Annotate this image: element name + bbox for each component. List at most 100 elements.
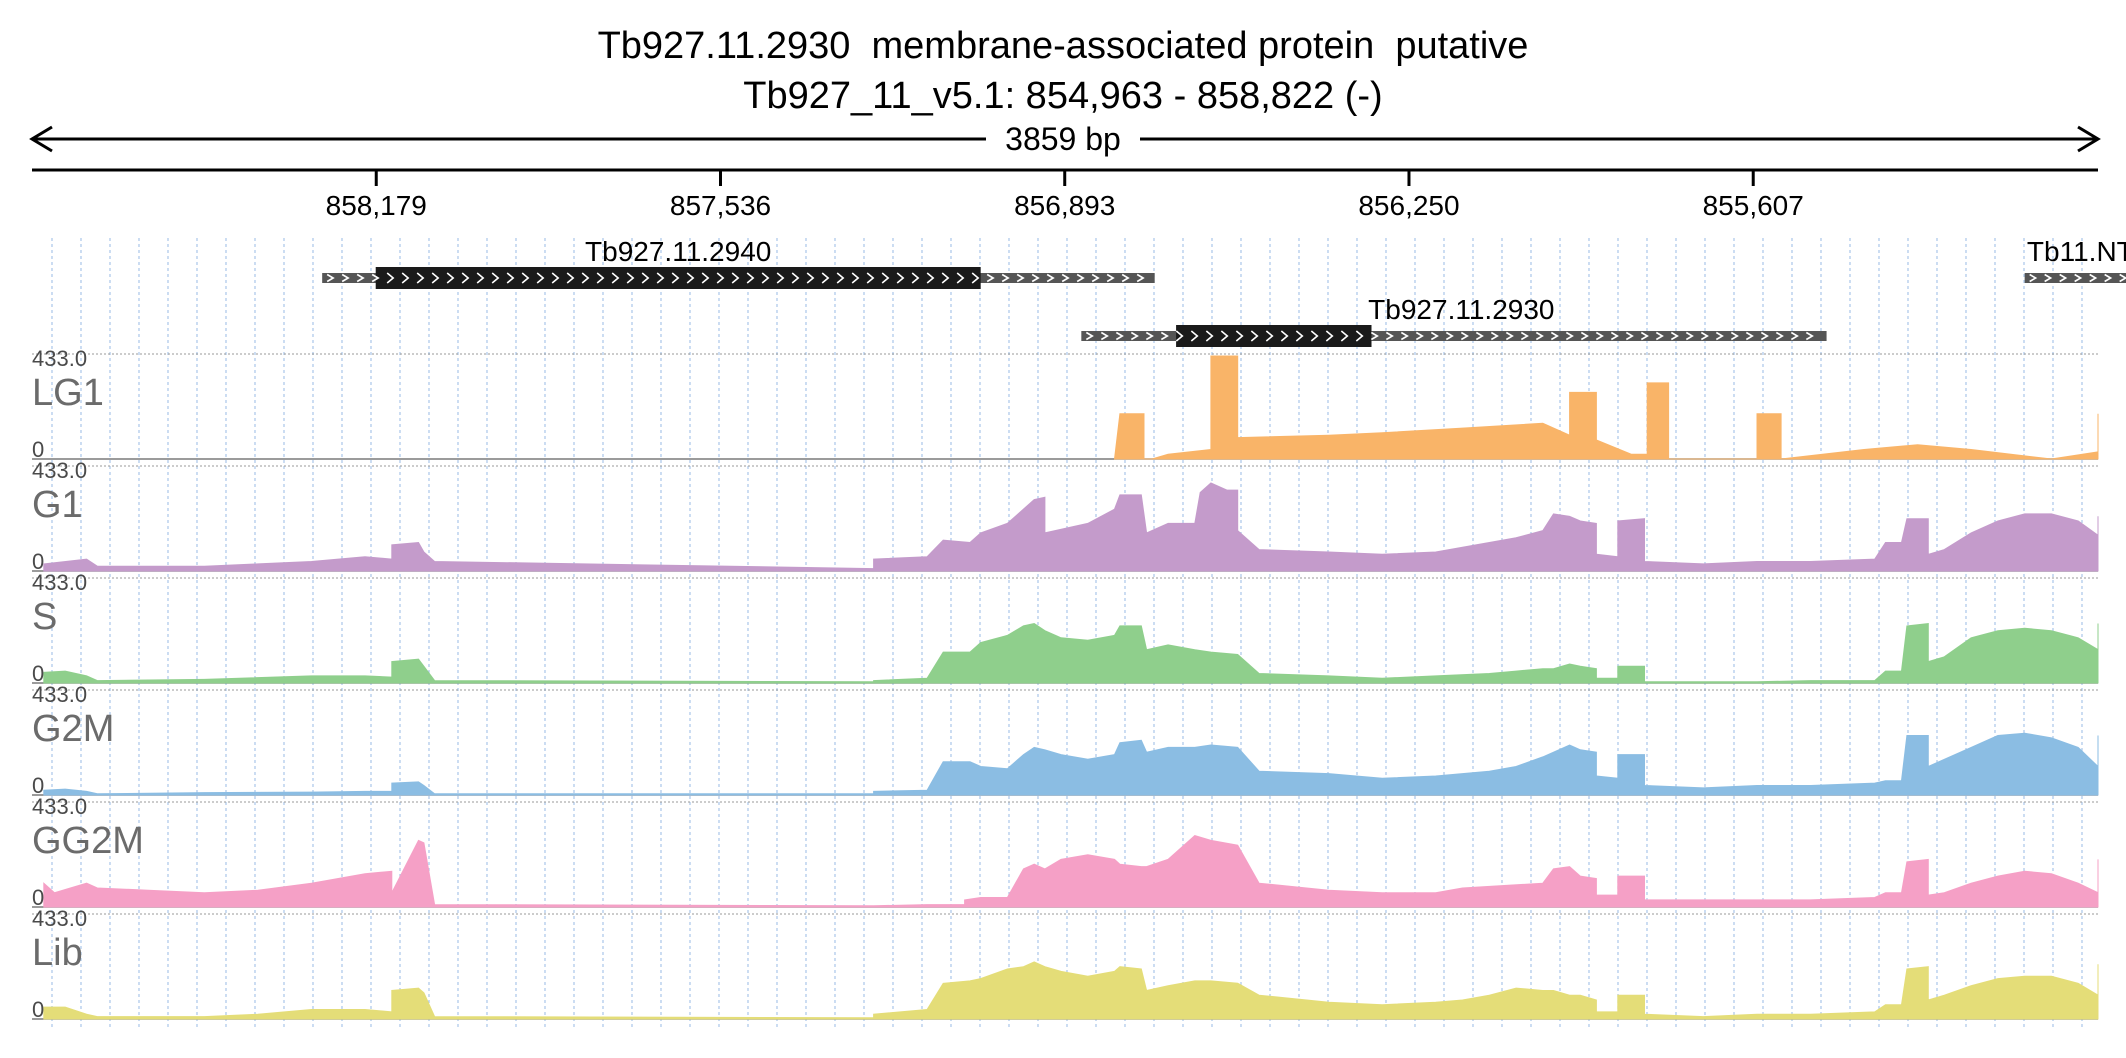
strand-chevron xyxy=(596,272,605,284)
track-lg1: 433.0 0 LG1 xyxy=(32,346,2099,462)
strand-chevron xyxy=(1115,331,1124,341)
strand-chevron xyxy=(446,272,455,284)
strand-chevron xyxy=(1031,273,1040,283)
strand-chevron xyxy=(1205,330,1214,342)
strand-chevron xyxy=(566,272,575,284)
strand-chevron xyxy=(1760,331,1769,341)
strand-chevron xyxy=(1400,331,1409,341)
gene-track: Tb927.11.2940 Tb927.11.2930 Tb11.NT.33 xyxy=(322,236,2126,347)
strand-chevron xyxy=(506,272,515,284)
strand-chevron xyxy=(746,272,755,284)
strand-chevron xyxy=(1565,331,1574,341)
axis-tick-label: 858,179 xyxy=(326,190,427,221)
strand-chevron xyxy=(1805,331,1814,341)
strand-chevron xyxy=(1550,331,1559,341)
track-g1: 433.0 0 G1 xyxy=(32,458,2099,574)
grid-lines xyxy=(51,238,2083,1028)
track-name-label: S xyxy=(32,596,57,638)
strand-chevron xyxy=(776,272,785,284)
axis-tick-label: 856,893 xyxy=(1014,190,1115,221)
strand-chevron xyxy=(1505,331,1514,341)
track-name-label: GG2M xyxy=(32,820,144,862)
y-min-label: 0 xyxy=(32,549,44,574)
strand-chevron xyxy=(1445,331,1454,341)
strand-chevron xyxy=(1280,330,1289,342)
strand-chevron xyxy=(1730,331,1739,341)
coverage-area-s xyxy=(43,622,2099,684)
strand-chevron xyxy=(1370,331,1379,341)
strand-chevron xyxy=(1175,330,1184,342)
strand-chevron xyxy=(1061,273,1070,283)
y-min-label: 0 xyxy=(32,885,44,910)
strand-chevron xyxy=(326,273,335,283)
strand-chevron xyxy=(1265,330,1274,342)
gene-cds-bar xyxy=(1176,325,1372,347)
span-length-label: 3859 bp xyxy=(1005,121,1121,157)
span-arrow-left-head xyxy=(29,125,53,153)
strand-chevron xyxy=(1325,330,1334,342)
strand-chevron xyxy=(1100,331,1109,341)
strand-chevron xyxy=(1490,331,1499,341)
strand-chevron xyxy=(1460,331,1469,341)
strand-chevron xyxy=(1106,273,1115,283)
track-g2m: 433.0 0 G2M xyxy=(32,682,2099,798)
strand-chevron xyxy=(1295,330,1304,342)
span-ruler: 3859 bp xyxy=(29,121,2101,157)
coverage-tracks: 433.00LG1433.00G1433.00S433.00G2M433.00G… xyxy=(32,346,2099,1022)
strand-chevron xyxy=(836,272,845,284)
strand-chevron xyxy=(806,272,815,284)
strand-chevron xyxy=(2059,273,2068,283)
axis-tick-label: 857,536 xyxy=(670,190,771,221)
strand-chevron xyxy=(911,272,920,284)
chart-subtitle: Tb927_11_v5.1: 854,963 - 858,822 (-) xyxy=(743,75,1383,117)
track-name-label: G1 xyxy=(32,484,83,526)
strand-chevron xyxy=(1085,331,1094,341)
axis-tick-label: 856,250 xyxy=(1358,190,1459,221)
strand-chevron xyxy=(1130,331,1139,341)
strand-chevron xyxy=(371,273,380,283)
strand-chevron xyxy=(1700,331,1709,341)
coverage-area-g2m xyxy=(43,732,2099,796)
gene-utr-bar xyxy=(2024,273,2126,283)
span-arrow-right-head xyxy=(2077,125,2101,153)
strand-chevron xyxy=(521,272,530,284)
strand-chevron xyxy=(716,272,725,284)
strand-chevron xyxy=(1610,331,1619,341)
strand-chevron xyxy=(941,272,950,284)
track-name-label: G2M xyxy=(32,708,114,750)
strand-chevron xyxy=(461,272,470,284)
strand-chevron xyxy=(761,272,770,284)
coverage-area-gg2m xyxy=(43,835,2099,908)
strand-chevron xyxy=(1520,331,1529,341)
strand-chevron xyxy=(1016,273,1025,283)
strand-chevron xyxy=(1385,331,1394,341)
strand-chevron xyxy=(2074,273,2083,283)
strand-chevron xyxy=(686,272,695,284)
strand-chevron xyxy=(1685,331,1694,341)
strand-chevron xyxy=(416,272,425,284)
strand-chevron xyxy=(536,272,545,284)
gene-label: Tb927.11.2940 xyxy=(585,236,771,267)
strand-chevron xyxy=(1235,330,1244,342)
strand-chevron xyxy=(881,272,890,284)
strand-chevron xyxy=(1136,273,1145,283)
strand-chevron xyxy=(1001,273,1010,283)
strand-chevron xyxy=(356,273,365,283)
track-name-label: Lib xyxy=(32,932,83,974)
strand-chevron xyxy=(1310,330,1319,342)
strand-chevron xyxy=(701,272,710,284)
strand-chevron xyxy=(1655,331,1664,341)
strand-chevron xyxy=(1715,331,1724,341)
strand-chevron xyxy=(1046,273,1055,283)
strand-chevron xyxy=(731,272,740,284)
strand-chevron xyxy=(2044,273,2053,283)
strand-chevron xyxy=(1220,330,1229,342)
strand-chevron xyxy=(1076,273,1085,283)
strand-chevron xyxy=(866,272,875,284)
strand-chevron xyxy=(431,272,440,284)
strand-chevron xyxy=(491,272,500,284)
gene-utr-bar xyxy=(1081,331,1827,341)
strand-chevron xyxy=(986,273,995,283)
track-s: 433.0 0 S xyxy=(32,570,2099,686)
